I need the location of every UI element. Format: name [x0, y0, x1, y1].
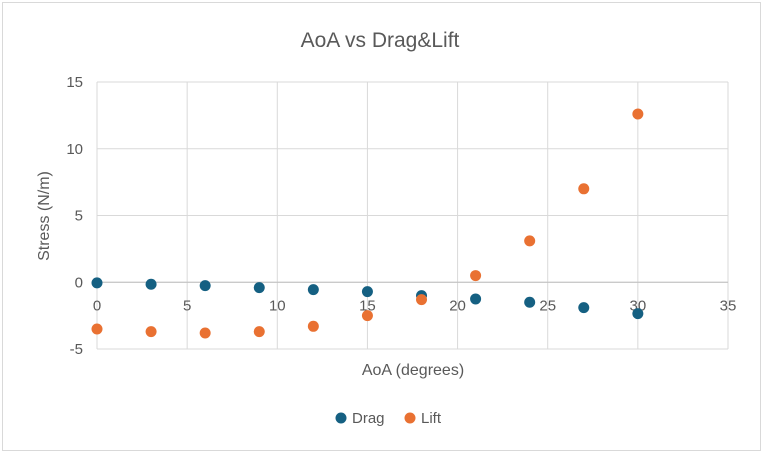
x-tick-label: 10: [269, 297, 286, 314]
point-lift: [91, 323, 103, 335]
data-points: [91, 108, 644, 339]
point-drag: [91, 277, 103, 289]
point-lift: [632, 108, 644, 120]
point-drag: [145, 278, 157, 290]
point-lift: [470, 270, 482, 282]
x-tick-label: 5: [183, 297, 191, 314]
point-lift: [307, 320, 319, 332]
point-drag: [632, 308, 644, 320]
x-tick-label: 0: [93, 297, 101, 314]
y-tick-label: -5: [70, 341, 83, 358]
chart-title: AoA vs Drag&Lift: [301, 29, 460, 52]
point-lift: [416, 294, 428, 306]
point-lift: [361, 310, 373, 322]
point-drag: [361, 286, 373, 298]
point-lift: [578, 183, 590, 195]
y-tick-label: 5: [75, 208, 83, 225]
x-tick-label: 30: [630, 297, 647, 314]
x-tick-label: 20: [449, 297, 466, 314]
y-tick-label: 0: [75, 274, 83, 291]
legend-marker-drag: [335, 412, 347, 424]
chart-frame: AoA vs Drag&Lift 0 5 10 15 20 25 30 35 15 10 5 0 -5 …: [2, 2, 761, 451]
x-tick-label: 25: [539, 297, 556, 314]
y-axis-label: Stress (N/m): [36, 171, 53, 261]
point-drag: [253, 282, 265, 294]
legend-label-lift: Lift: [421, 410, 442, 427]
point-lift: [199, 327, 211, 339]
x-tick-label: 15: [359, 297, 376, 314]
point-lift: [145, 326, 157, 338]
point-drag: [470, 293, 482, 305]
legend-marker-lift: [404, 412, 416, 424]
scatter-chart: AoA vs Drag&Lift 0 5 10 15 20 25 30 35151050-5 …: [36, 29, 736, 427]
x-axis-label: AoA (degrees): [362, 362, 464, 379]
point-lift: [524, 235, 536, 247]
legend: Drag Lift: [335, 410, 442, 427]
point-drag: [578, 302, 590, 314]
point-lift: [253, 326, 265, 338]
legend-label-drag: Drag: [352, 410, 385, 427]
y-tick-label: 10: [66, 141, 83, 158]
point-drag: [199, 280, 211, 292]
y-tick-label: 15: [66, 74, 83, 91]
point-drag: [524, 296, 536, 308]
x-tick-label: 35: [720, 297, 737, 314]
tick-labels: 0 5 10 15 20 25 30 35 15 10 5 0 -5: [66, 74, 736, 358]
point-drag: [307, 284, 319, 296]
